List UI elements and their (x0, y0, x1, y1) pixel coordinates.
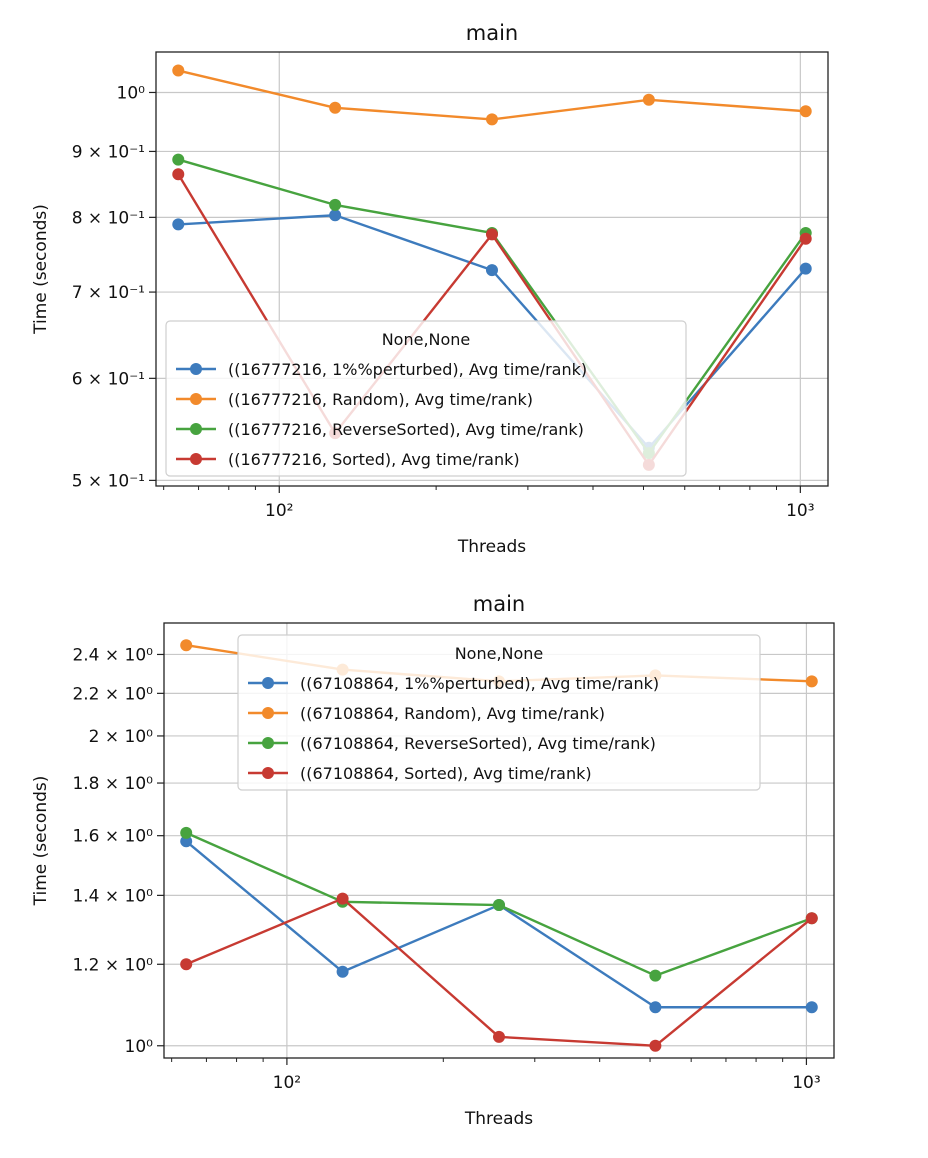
legend-entry: ((67108864, Random), Avg time/rank) (300, 704, 605, 723)
legend-entry: ((16777216, Sorted), Avg time/rank) (228, 450, 520, 469)
legend-swatch-marker (262, 737, 274, 749)
data-point (805, 675, 818, 688)
legend-entry: ((67108864, ReverseSorted), Avg time/ran… (300, 734, 656, 753)
y-tick-label: 2.4 × 10⁰ (72, 645, 153, 665)
legend-swatch-marker (262, 767, 274, 779)
legend-swatch-marker (190, 363, 202, 375)
data-point (492, 899, 505, 912)
data-point (805, 912, 818, 925)
data-point (180, 826, 193, 839)
data-point (799, 232, 812, 245)
legend-box (237, 634, 761, 791)
y-tick-label: 10⁰ (117, 83, 146, 103)
y-tick-label: 5 × 10⁻¹ (72, 471, 145, 491)
y-tick-label: 1.8 × 10⁰ (72, 774, 153, 794)
legend-swatch-marker (190, 423, 202, 435)
data-point (485, 264, 498, 277)
x-axis-label: Threads (457, 537, 526, 557)
legend-entry: ((16777216, Random), Avg time/rank) (228, 390, 533, 409)
legend-entry: ((67108864, Sorted), Avg time/rank) (300, 764, 592, 783)
data-point (485, 113, 498, 126)
series-line (177, 69, 806, 121)
x-tick-label: 10² (273, 1073, 301, 1093)
data-point (492, 1030, 505, 1043)
legend-title: None,None (382, 330, 471, 349)
chart-title: main (466, 21, 518, 45)
data-point (649, 969, 662, 982)
legend: None,None ((67108864, 1%%perturbed), Avg … (237, 634, 761, 791)
y-tick-label: 2.2 × 10⁰ (72, 684, 153, 704)
data-point (172, 218, 185, 231)
y-axis-label: Time (seconds) (31, 204, 51, 335)
chart-title: main (473, 592, 525, 616)
y-tick-label: 9 × 10⁻¹ (72, 142, 145, 162)
data-point (642, 93, 655, 106)
data-point (180, 958, 193, 971)
legend-entry: ((67108864, 1%%perturbed), Avg time/rank… (300, 674, 659, 693)
data-point (649, 1039, 662, 1052)
y-tick-label: 1.4 × 10⁰ (72, 886, 153, 906)
x-tick-label: 10³ (792, 1073, 820, 1093)
data-point (799, 105, 812, 118)
y-tick-label: 10⁰ (125, 1037, 154, 1057)
data-point (180, 639, 193, 652)
data-point (485, 228, 498, 241)
y-tick-label: 6 × 10⁻¹ (72, 369, 145, 389)
legend-swatch-marker (190, 453, 202, 465)
chart-1: main 10² 10³ 5 × 10⁻¹ 6 × 10⁻¹ 7 × 10⁻¹ 8 × 10… (31, 21, 829, 557)
legend-entry: ((16777216, ReverseSorted), Avg time/ran… (228, 420, 584, 439)
data-point (799, 262, 812, 275)
data-point (336, 892, 349, 905)
data-point (805, 1001, 818, 1014)
data-point (172, 64, 185, 77)
data-point (329, 209, 342, 222)
legend-entry: ((16777216, 1%%perturbed), Avg time/rank… (228, 360, 587, 379)
data-point (172, 153, 185, 166)
y-tick-label: 2 × 10⁰ (89, 727, 153, 747)
y-tick-label: 8 × 10⁻¹ (72, 208, 145, 228)
y-axis-label: Time (seconds) (31, 776, 51, 907)
data-point (336, 965, 349, 978)
legend-swatch-marker (262, 707, 274, 719)
data-point (329, 198, 342, 211)
data-point (172, 168, 185, 181)
data-point (180, 835, 193, 848)
chart-2: main 10² 10³ 10⁰ 1.2 × 10⁰ 1.4 × 10⁰ 1.6 × 10⁰… (31, 592, 835, 1129)
plot-frame (155, 51, 829, 487)
y-tick-label: 1.6 × 10⁰ (72, 827, 153, 847)
x-tick-label: 10³ (786, 501, 814, 521)
legend: None,None ((16777216, 1%%perturbed), Avg … (165, 320, 687, 477)
data-point (329, 101, 342, 114)
legend-box (165, 320, 687, 477)
legend-title: None,None (455, 644, 544, 663)
plot-frame (163, 622, 835, 1059)
y-tick-label: 1.2 × 10⁰ (72, 955, 153, 975)
x-axis-label: Threads (464, 1109, 533, 1129)
x-tick-label: 10² (265, 501, 293, 521)
y-tick-label: 7 × 10⁻¹ (72, 283, 145, 303)
legend-swatch-marker (262, 677, 274, 689)
data-point (649, 1001, 662, 1014)
legend-swatch-marker (190, 393, 202, 405)
